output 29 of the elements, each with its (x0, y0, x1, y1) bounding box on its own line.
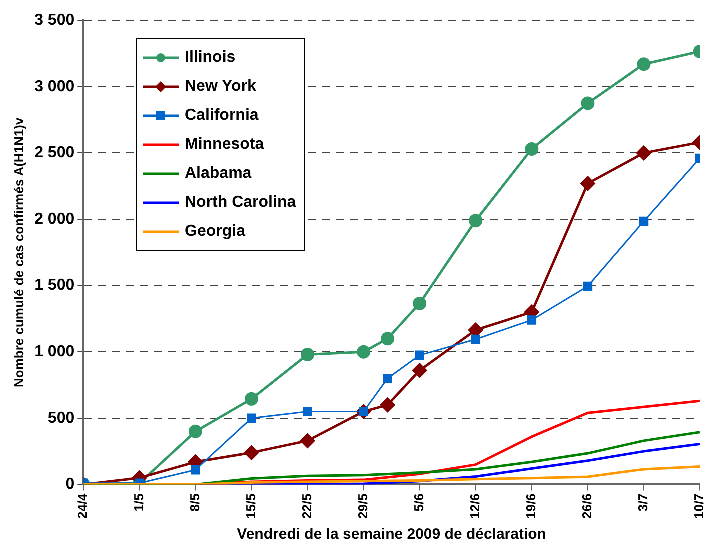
x-tick-label: 26/6 (580, 494, 595, 520)
y-tick-label: 3 000 (34, 78, 75, 96)
x-tick-label: 10/7 (692, 494, 707, 520)
y-tick-label: 2 500 (34, 144, 75, 162)
x-tick-label: 19/6 (523, 494, 538, 520)
y-tick-label: 500 (48, 410, 75, 427)
legend-label: Illinois (185, 48, 236, 66)
legend-label: Minnesota (185, 136, 264, 154)
y-tick-label: 3 500 (34, 12, 75, 30)
x-tick-label: 29/5 (355, 494, 370, 520)
y-tick-label: 2 000 (34, 210, 75, 228)
x-axis-title: Vendredi de la semaine 2009 de déclaration (237, 526, 546, 544)
legend-label: New York (185, 78, 256, 96)
legend-label: California (185, 106, 259, 124)
x-tick-label: 8/5 (187, 494, 202, 512)
y-tick-label: 0 (66, 476, 75, 494)
x-tick-label: 3/7 (636, 494, 651, 512)
x-tick-label: 24/4 (75, 492, 90, 520)
x-tick-label: 15/5 (243, 494, 258, 520)
x-tick-label: 1/5 (131, 494, 146, 512)
legend-label: Alabama (185, 164, 252, 182)
legend-label: North Carolina (185, 194, 296, 212)
x-tick-label: 5/6 (411, 494, 426, 512)
y-tick-label: 1 000 (34, 344, 75, 361)
legend-label: Georgia (185, 222, 246, 240)
y-tick-label: 1 500 (34, 277, 75, 294)
y-axis-title: Nombre cumulé de cas confirmés A(H1N1)v (11, 117, 26, 388)
x-tick-label: 22/5 (299, 494, 314, 520)
x-tick-label: 12/6 (467, 494, 482, 520)
